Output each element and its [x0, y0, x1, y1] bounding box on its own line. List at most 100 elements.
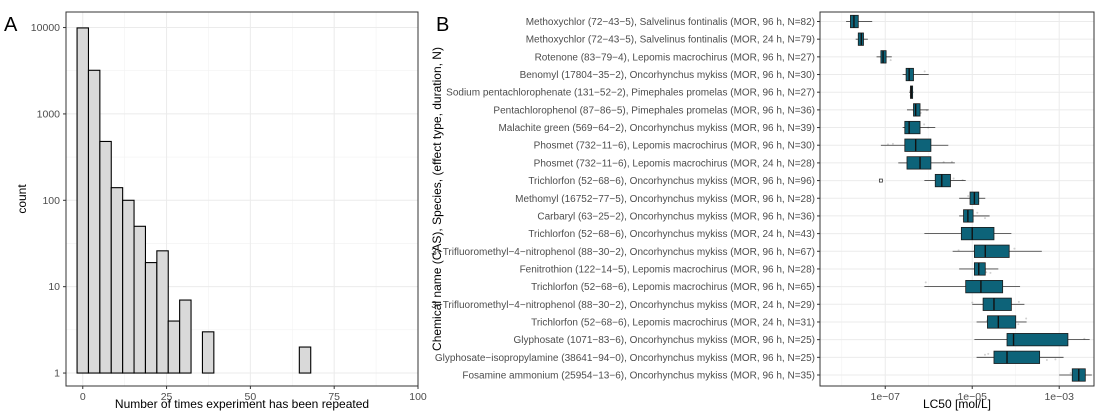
boxplot-jitter-point [1025, 317, 1028, 320]
histogram-bar [76, 27, 90, 374]
boxplot-x-tick-label: 1e−05 [957, 391, 987, 403]
boxplot-row-label: Pentachlorophenol (87−86−5), Pimephales … [493, 105, 815, 116]
histogram-bar [144, 262, 158, 374]
boxplot-jitter-point [1054, 358, 1057, 361]
histogram-y-tick-label: 10000 [31, 22, 60, 34]
boxplot-row-label: Rotenone (83−79−4), Lepomis macrochirus … [535, 52, 815, 63]
boxplot-row-label: Methoxychlor (72−43−5), Salvelinus fonti… [526, 35, 815, 46]
boxplot-box [904, 138, 932, 152]
boxplot-x-tick-label: 1e−03 [1044, 391, 1074, 403]
boxplot-row-label: 3−Trifluoromethyl−4−nitrophenol (88−30−2… [431, 247, 815, 258]
boxplot-box [973, 244, 1010, 258]
boxplot-jitter-point [923, 70, 926, 73]
boxplot-row-label: Glyphosate (1071−83−6), Oncorhynchus myk… [513, 335, 815, 346]
histogram-bar [201, 331, 215, 374]
histogram-bars [76, 27, 312, 374]
histogram-x-ticks: 0 25 50 75 100 [80, 386, 427, 403]
histogram-y-tick-label: 10 [48, 281, 60, 293]
boxplot-row-label: Carbaryl (63−25−2), Oncorhynchus mykiss … [537, 211, 815, 222]
boxplot-row-label: Methoxychlor (72−43−5), Salvelinus fonti… [526, 17, 815, 28]
histogram-x-tick-label: 50 [245, 391, 257, 403]
boxplot-row-label: Methomyl (16752−77−5), Oncorhynchus myki… [515, 194, 815, 205]
histogram-bar [87, 69, 101, 374]
boxplot-jitter-point [967, 194, 970, 197]
boxplot-row-label: Malachite green (569−64−2), Oncorhynchus… [498, 123, 815, 134]
histogram-x-tick-label: 100 [409, 391, 427, 403]
histogram-bar [110, 187, 124, 374]
boxplot-jitter-point [1013, 247, 1016, 250]
boxplot-box [906, 156, 932, 170]
boxplot-row-label: Phosmet (732−11−6), Lepomis macrochirus … [534, 141, 815, 152]
boxplot-jitter-point [923, 123, 926, 126]
boxplot-row-label: Fenitrothion (122−14−5), Lepomis macroch… [520, 264, 815, 275]
boxplot-box [993, 350, 1041, 364]
boxplot-panel-border [819, 11, 1095, 387]
histogram-x-tick-label: 75 [328, 391, 340, 403]
boxplot-box [904, 120, 921, 135]
boxplot-row-label: Trichlorfon (52−68−6), Lepomis macrochir… [531, 282, 815, 293]
histogram-bar [167, 320, 181, 374]
boxplot-jitter-point [924, 281, 927, 284]
boxplot-jitter-point [971, 301, 974, 304]
boxplot-jitter-point [891, 142, 894, 145]
histogram-y-tick-label: 100 [42, 195, 60, 207]
boxplot-panel: Methoxychlor (72−43−5), Salvelinus fonti… [430, 11, 1095, 411]
histogram-panel-border [65, 11, 419, 387]
boxplot-box [913, 103, 921, 117]
boxplot-box [965, 280, 1004, 294]
boxplot-jitter-point [889, 59, 892, 62]
boxplot-jitter-point [1045, 359, 1048, 362]
boxplot-jitter-point [983, 353, 986, 356]
histogram-bar [179, 299, 192, 374]
boxplot-y-ticks: Methoxychlor (72−43−5), Salvelinus fonti… [431, 17, 820, 382]
boxplot-box [973, 262, 986, 276]
boxplot-jitter-point [950, 160, 953, 163]
boxplot-jitter-point [985, 271, 988, 274]
boxplot-jitter-point [1069, 372, 1072, 375]
histogram-y-ticks: 1 10 100 1000 10000 [31, 22, 66, 380]
boxplot-box [987, 315, 1017, 329]
boxplot-row-label: Trichlorfon (52−68−6), Lepomis macrochir… [531, 317, 815, 328]
histogram-x-tick-label: 0 [80, 391, 86, 403]
histogram-bar [122, 199, 135, 374]
boxplot-boxes [846, 14, 1092, 382]
histogram-panel: 1 10 100 1000 10000 0 25 50 75 100 Number of tim… [15, 11, 427, 411]
boxplot-row-label: Trichlorfon (52−68−6), Oncorhynchus myki… [528, 176, 815, 187]
boxplot-row-label: Phosmet (732−11−6), Lepomis macrochirus … [534, 158, 815, 169]
boxplot-jitter-point [989, 271, 992, 274]
histogram-bar [133, 225, 147, 374]
histogram-bar [156, 250, 169, 374]
histogram-x-tick-label: 25 [161, 391, 173, 403]
histogram-bar [99, 140, 112, 374]
histogram-y-tick-label: 1000 [37, 108, 61, 120]
boxplot-outlier [878, 178, 883, 183]
boxplot-row-label: Trichlorfon (52−68−6), Oncorhynchus myki… [528, 229, 815, 240]
panel-a-letter: A [4, 14, 18, 36]
boxplot-box [960, 226, 995, 241]
boxplot-box [982, 297, 1012, 311]
boxplot-y-axis-title: Chemical name (CAS), Species, (effect ty… [430, 47, 444, 351]
boxplot-jitter-point [987, 352, 990, 355]
boxplot-jitter-point [957, 249, 960, 252]
histogram-bar [298, 346, 312, 374]
boxplot-jitter-point [976, 211, 979, 214]
boxplot-row-label: Benomyl (17804−35−2), Oncorhynchus mykis… [520, 70, 815, 81]
boxplot-box [934, 173, 951, 188]
boxplot-row-label: Glyphosate−isopropylamine (38641−94−0), … [435, 353, 815, 364]
boxplot-box [1006, 333, 1069, 347]
boxplot-plot-area [820, 12, 1094, 386]
boxplot-row-label: 3−Trifluoromethyl−4−nitrophenol (88−30−2… [431, 300, 815, 311]
histogram-y-tick-label: 1 [54, 368, 60, 380]
histogram-x-axis-title: Number of times experiment has been repe… [115, 397, 369, 411]
boxplot-row-label: Fosamine ammonium (25954−13−6), Oncorhyn… [462, 371, 815, 382]
boxplot-x-tick-label: 1e−07 [870, 391, 900, 403]
boxplot-jitter-point [1017, 300, 1020, 303]
boxplot-x-axis-title: LC50 [mol/L] [923, 397, 991, 411]
histogram-y-axis-title: count [15, 184, 29, 214]
boxplot-jitter-point [952, 177, 955, 180]
boxplot-jitter-point [1017, 323, 1020, 326]
boxplot-jitter-point [984, 217, 987, 220]
panel-b-letter: B [436, 14, 449, 36]
boxplot-x-ticks: 1e−07 1e−05 1e−03 [870, 386, 1074, 403]
